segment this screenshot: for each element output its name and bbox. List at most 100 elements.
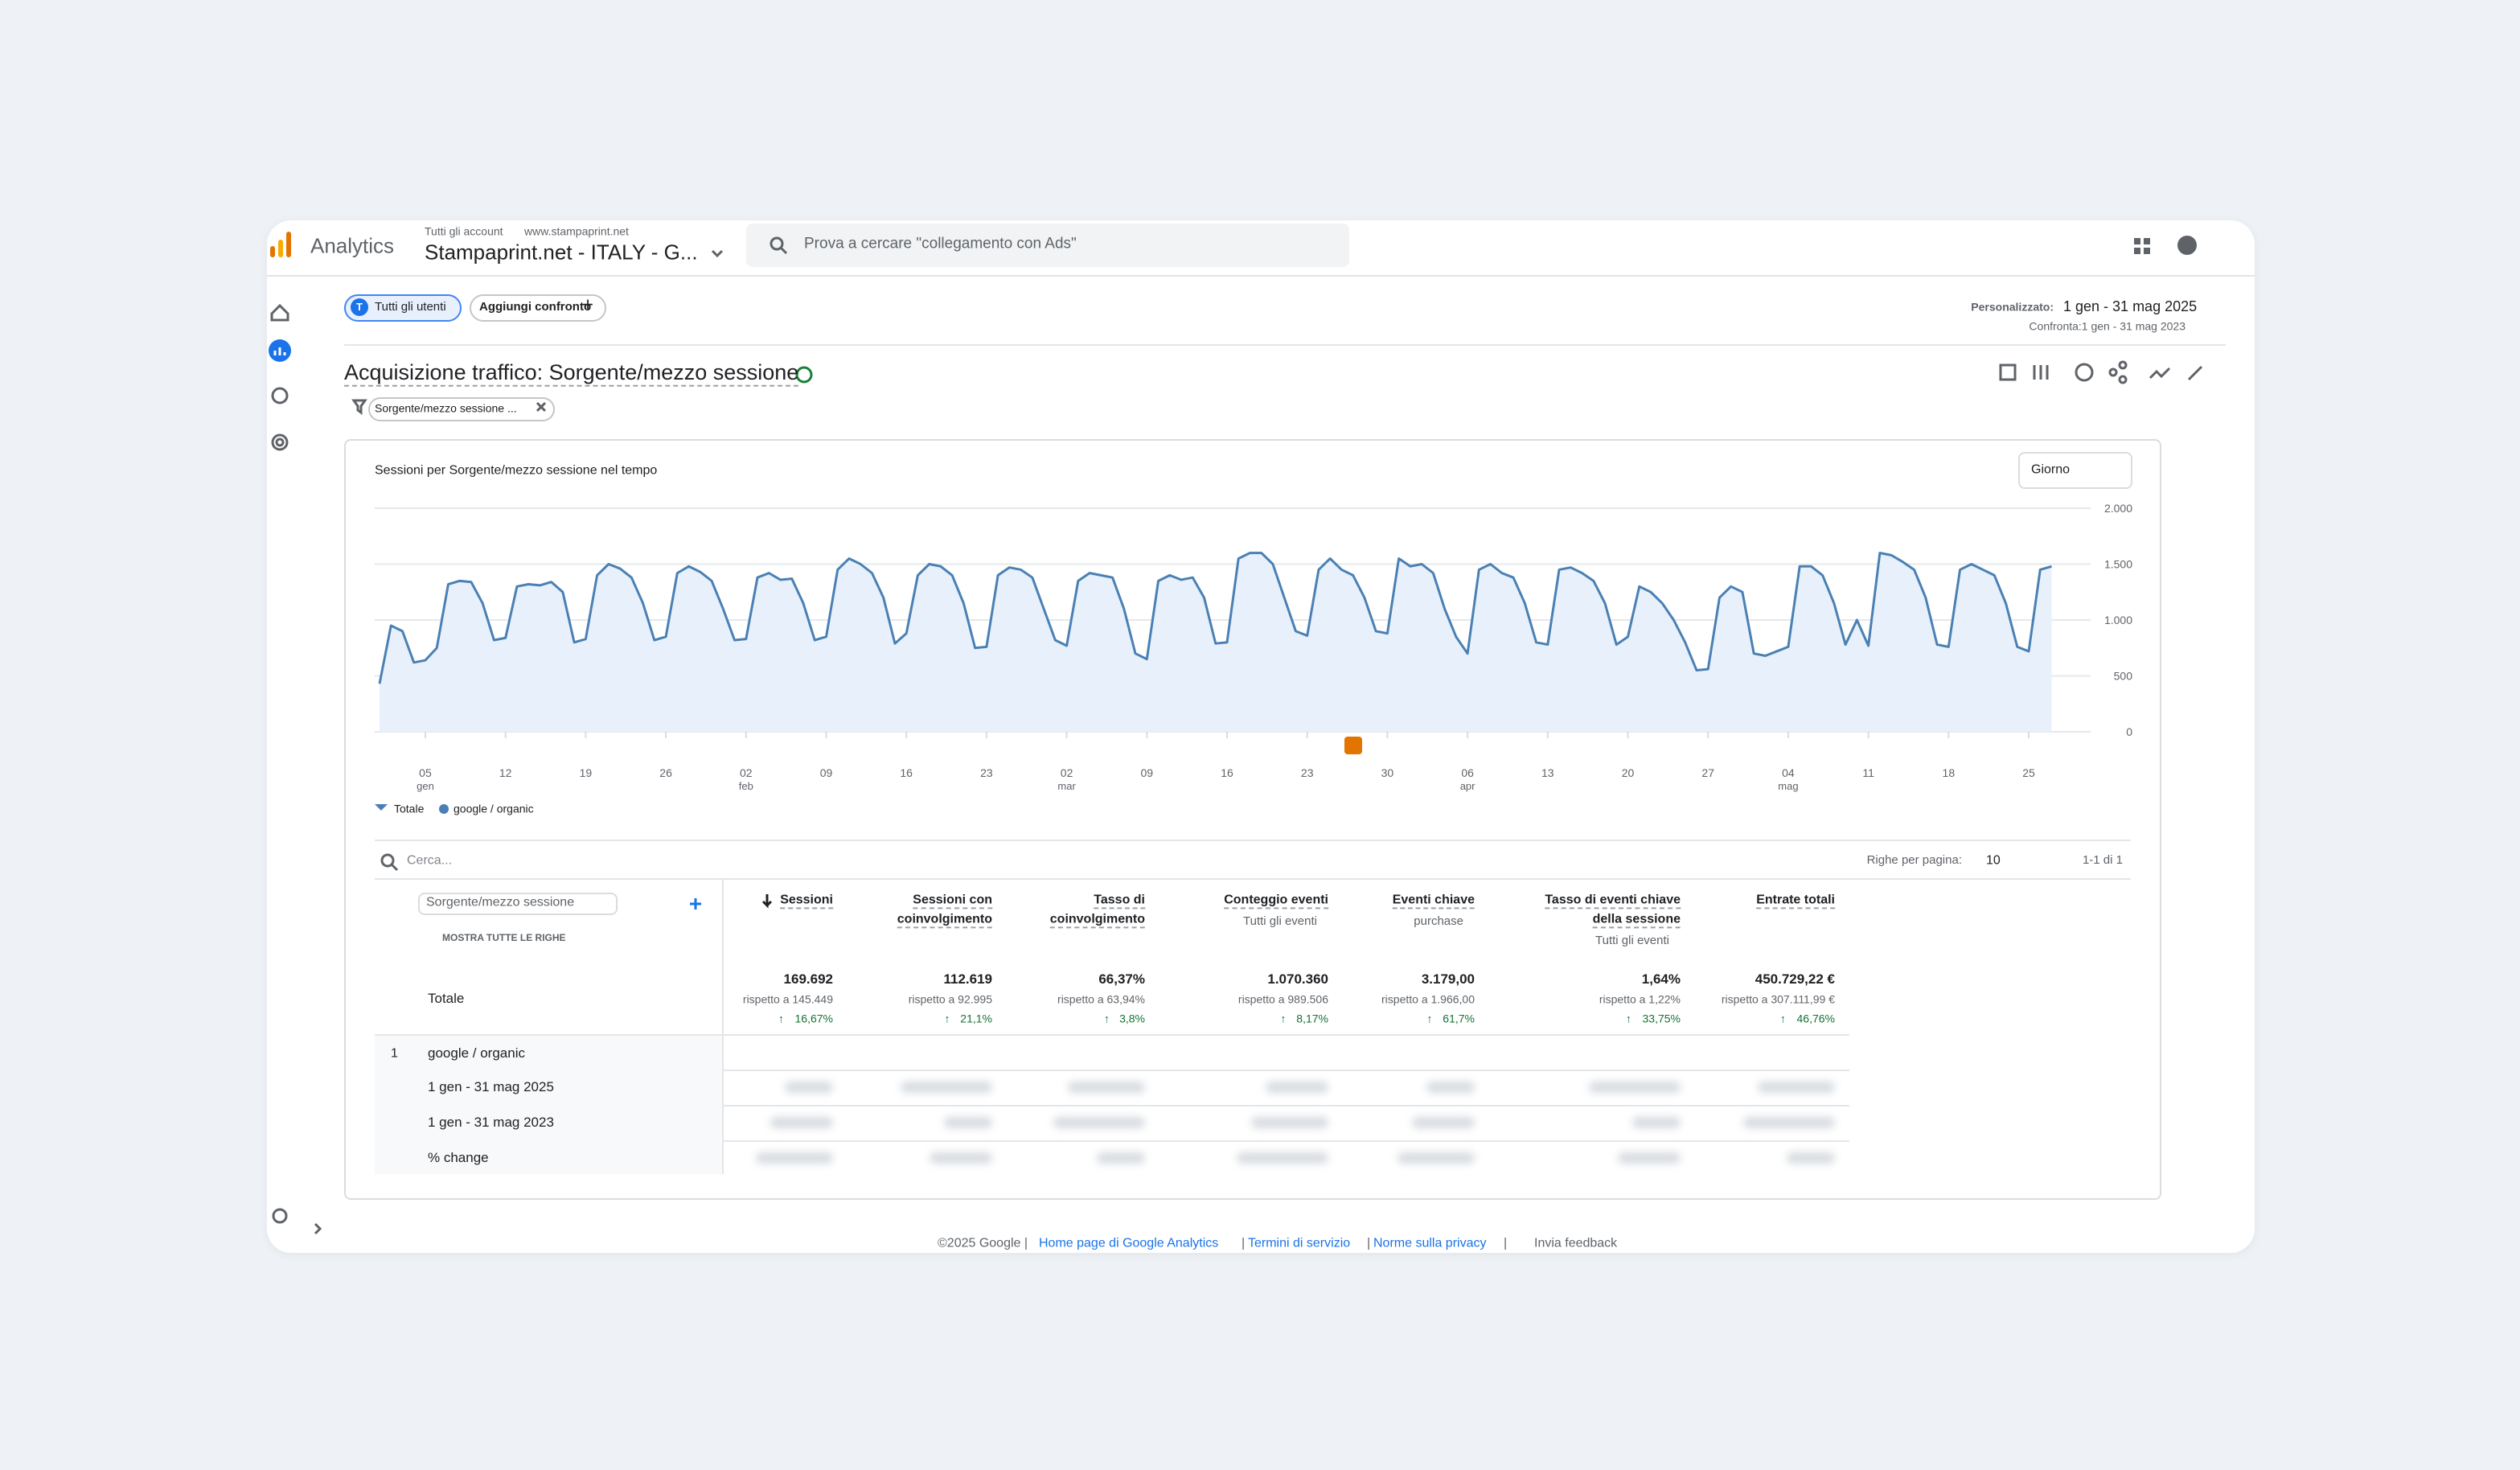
granularity[interactable]: Giorno (2031, 462, 2071, 477)
column-filter[interactable]: purchase (1414, 914, 1463, 928)
table-divider (375, 878, 2131, 880)
footer-text[interactable]: Home page di Google Analytics (1039, 1236, 1219, 1250)
column-header[interactable]: Tasso di eventi chiave (1545, 892, 1681, 910)
footer-text[interactable]: Invia feedback (1534, 1236, 1618, 1250)
total-change: 3,8% (1119, 1012, 1145, 1025)
total-change: 33,75% (1642, 1012, 1681, 1025)
column-header[interactable]: Entrate totali (1756, 892, 1835, 910)
up-arrow: ↑ (1280, 1012, 1287, 1025)
pagination: 1-1 di 1 (2082, 853, 2123, 867)
column-header[interactable]: coinvolgimento (897, 911, 992, 929)
column-header[interactable]: della sessione (1592, 911, 1681, 929)
legend-label: google / organic (454, 802, 534, 815)
redacted-value (1618, 1152, 1681, 1164)
nav-icons[interactable] (269, 303, 322, 1235)
subrow-label: % change (428, 1149, 489, 1165)
x-tick-label: 27 (1701, 766, 1714, 779)
redacted-value (1758, 1082, 1835, 1093)
column-header[interactable]: Conteggio eventi (1224, 892, 1328, 910)
footer-text[interactable]: Termini di servizio (1248, 1236, 1351, 1250)
dimension-name[interactable]: Sorgente/mezzo sessione (426, 895, 575, 910)
redacted-value (1426, 1082, 1475, 1093)
column-header[interactable]: Eventi chiave (1392, 892, 1475, 910)
granularity-select[interactable] (2018, 452, 2132, 489)
column-header[interactable]: Sessioni (780, 892, 833, 910)
x-tick-label: 16 (1221, 766, 1233, 779)
column-header[interactable]: coinvolgimento (1049, 911, 1145, 929)
up-arrow: ↑ (778, 1012, 784, 1025)
x-tick-label: 06 (1461, 766, 1474, 779)
total-compare: rispetto a 1,22% (1599, 992, 1681, 1006)
dimension-select[interactable] (418, 893, 618, 915)
column-header[interactable]: Sessioni con (913, 892, 992, 910)
filter-chip-label: Sorgente/mezzo sessione ... (375, 401, 517, 415)
toolbar-divider (344, 344, 2226, 346)
x-tick-label: 02 (1061, 766, 1073, 779)
y-tick-label: 2.000 (2104, 502, 2132, 515)
redacted-value (1068, 1082, 1145, 1093)
footer-text: | (1242, 1236, 1246, 1250)
x-tick-label: 20 (1622, 766, 1635, 779)
x-tick-sublabel: gen (417, 780, 434, 792)
show-all-rows[interactable]: MOSTRA TUTTE LE RIGHE (442, 931, 566, 943)
redacted-value (770, 1117, 833, 1128)
footer-text[interactable]: Norme sulla privacy (1373, 1236, 1487, 1250)
total-compare: rispetto a 989.506 (1237, 992, 1328, 1006)
table-divider (375, 840, 2131, 841)
subrow-label: 1 gen - 31 mag 2025 (428, 1078, 554, 1094)
toolbar-icons[interactable] (351, 236, 2203, 910)
redacted-value (1412, 1117, 1475, 1128)
add-compare[interactable]: Aggiungi confronto (479, 300, 592, 314)
total-value: 450.729,22 € (1755, 971, 1835, 987)
redacted-value (1097, 1152, 1145, 1164)
redacted-value (1397, 1152, 1475, 1164)
filter-chip[interactable] (368, 397, 555, 421)
total-compare: rispetto a 63,94% (1057, 992, 1145, 1006)
subrow-label: 1 gen - 31 mag 2023 (428, 1114, 554, 1130)
legend-swatch (439, 804, 449, 814)
x-tick-label: 11 (1862, 766, 1874, 779)
row-divider (375, 1034, 1849, 1036)
total-compare: rispetto a 307.111,99 € (1721, 992, 1835, 1006)
brand: Analytics (310, 233, 395, 258)
search-box[interactable] (746, 224, 1349, 267)
date-label: Personalizzato: (1971, 300, 2054, 314)
legend-total-icon (375, 804, 388, 811)
property-name[interactable]: Stampaprint.net - ITALY - G... (425, 240, 698, 265)
x-tick-label: 19 (580, 766, 593, 779)
rows-per-page[interactable]: 10 (1986, 853, 2001, 868)
redacted-value (1251, 1117, 1328, 1128)
x-tick-label: 18 (1943, 766, 1956, 779)
x-tick-label: 05 (419, 766, 432, 779)
redacted-value (944, 1117, 992, 1128)
footer-text: | (1504, 1236, 1508, 1250)
total-compare: rispetto a 145.449 (742, 992, 833, 1006)
column-filter[interactable]: Tutti gli eventi (1243, 914, 1317, 928)
total-change: 16,67% (794, 1012, 833, 1025)
x-tick-label: 23 (980, 766, 993, 779)
redacted-value (1266, 1082, 1328, 1093)
table-search[interactable]: Cerca... (407, 853, 453, 868)
segment-badge-bg (351, 298, 368, 316)
x-tick-label: 12 (499, 766, 512, 779)
footer-text: ©2025 Google | (938, 1236, 1028, 1250)
segment-name[interactable]: Tutti gli utenti (375, 300, 446, 314)
report-title: Acquisizione traffico: Sorgente/mezzo se… (344, 359, 799, 388)
column-header[interactable]: Tasso di (1094, 892, 1145, 910)
row-label[interactable]: google / organic (428, 1045, 525, 1061)
row-divider (375, 1105, 1849, 1107)
y-tick-label: 1.500 (2104, 558, 2132, 571)
annotation-marker[interactable] (1344, 737, 1362, 754)
date-range[interactable]: 1 gen - 31 mag 2025 (2063, 298, 2198, 315)
up-arrow: ↑ (1626, 1012, 1631, 1025)
total-change: 61,7% (1443, 1012, 1475, 1025)
x-tick-sublabel: apr (1460, 780, 1475, 792)
redacted-value (1743, 1117, 1835, 1128)
legend-label: Totale (394, 802, 425, 815)
y-tick-label: 1.000 (2104, 614, 2132, 626)
add-compare-chip[interactable] (470, 294, 606, 322)
x-tick-label: 16 (900, 766, 913, 779)
column-filter[interactable]: Tutti gli eventi (1595, 934, 1669, 947)
x-tick-label: 26 (659, 766, 672, 779)
